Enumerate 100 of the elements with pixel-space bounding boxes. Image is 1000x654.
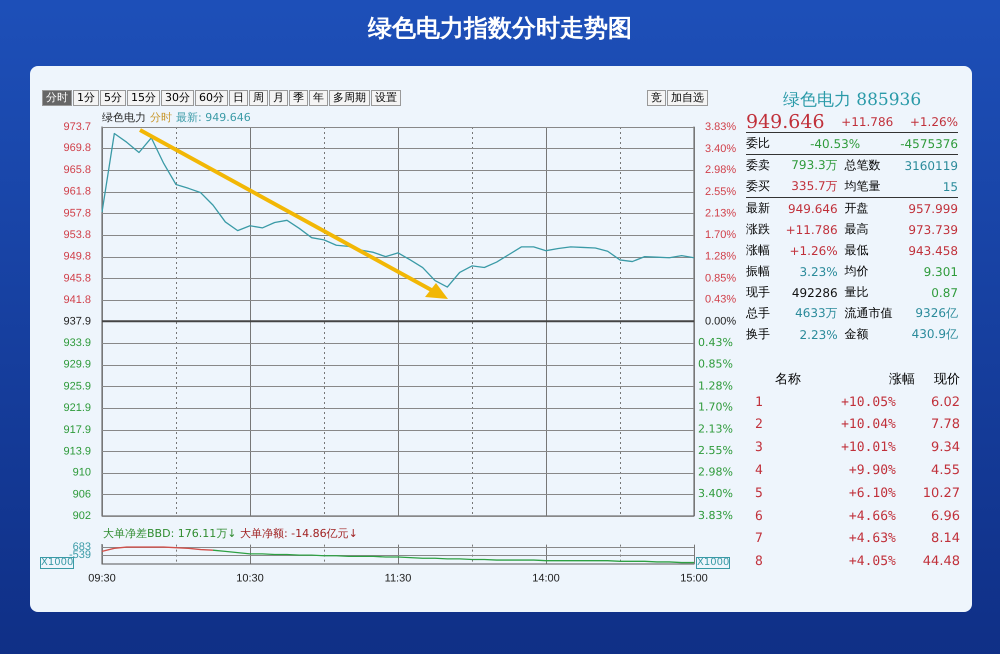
y2-tick-label: 0.85%	[705, 272, 736, 284]
chart-title: 绿色电力指数分时走势图	[366, 13, 633, 44]
text: 973.739	[907, 222, 958, 236]
text: 委卖	[746, 157, 771, 174]
text: 现手	[746, 284, 771, 301]
text: 设置	[371, 90, 401, 106]
text: 大单净额: -14.86亿元↓	[240, 527, 358, 540]
y-tick-label: 913.9	[63, 445, 91, 458]
y-tick-label: 902	[72, 510, 91, 522]
text: +11.786	[784, 222, 838, 236]
y3-tick-label: 1.28%	[698, 379, 733, 392]
text: 7.78	[930, 417, 960, 432]
text: 最低	[843, 242, 870, 259]
text: 60分	[195, 90, 228, 106]
text: 量比	[843, 284, 870, 301]
text: 名称	[775, 371, 802, 388]
text: 3160119	[904, 158, 958, 172]
y-tick-label: 957.8	[63, 207, 91, 220]
text: 均价	[843, 263, 870, 280]
y-tick-label: 961.8	[63, 186, 91, 198]
text: 430.9亿	[910, 326, 958, 343]
text: X1000	[40, 557, 74, 569]
text: 涨幅	[888, 371, 915, 388]
text: 周	[249, 90, 268, 106]
text: 总笔数	[843, 157, 882, 174]
y2-tick-label: 2.13%	[705, 207, 736, 220]
text: 10.27	[922, 486, 960, 501]
y2-tick-label: 1.70%	[705, 229, 736, 242]
y-tick-label: 917.9	[63, 424, 91, 436]
text: 委比	[746, 135, 770, 152]
text: 9326亿	[914, 305, 958, 322]
text: 总手	[746, 305, 771, 322]
y2-tick-label: 2.98%	[705, 164, 736, 176]
x-tick-label: 10:30	[236, 572, 264, 584]
text: -4575376	[900, 136, 958, 150]
text: 957.999	[907, 202, 958, 216]
text: 振幅	[746, 263, 771, 280]
text: 5分	[100, 90, 126, 106]
text: 8 +4.05%	[755, 554, 896, 570]
text: 30分	[161, 90, 194, 106]
y-tick-label: 953.8	[63, 228, 91, 241]
text: 流通市值	[843, 305, 894, 322]
text: 竞	[647, 90, 666, 106]
text: 3.23%	[798, 264, 838, 278]
text: 6 +4.66%	[755, 508, 896, 524]
text: 最新: 949.646	[176, 111, 251, 124]
text: 0.87	[930, 286, 958, 300]
text: 1分	[73, 90, 99, 106]
x-tick-label: 15:00	[680, 572, 708, 584]
text: 9.34	[930, 440, 960, 456]
text: 大单净差BBD: 176.11万↓	[103, 527, 236, 540]
text: 44.48	[922, 554, 960, 570]
text: 最高	[843, 221, 870, 238]
text: 绿色电力 885936	[782, 89, 922, 111]
y-tick-label: 925.9	[63, 380, 91, 392]
text: 分时	[42, 90, 72, 106]
text: 日	[229, 90, 248, 106]
y3-tick-label: 2.13%	[698, 422, 733, 436]
y-tick-label: 945.8	[63, 272, 91, 284]
text: -40.53%	[810, 136, 860, 150]
x-tick-label: 11:30	[384, 572, 412, 584]
text: 949.646	[746, 110, 825, 132]
y2-tick-label: 3.40%	[705, 142, 736, 155]
text: 金额	[843, 326, 870, 343]
text: 3 +10.01%	[755, 440, 896, 456]
text: 换手	[746, 326, 771, 343]
y3-tick-label: 2.55%	[698, 444, 733, 457]
x-tick-label: 09:30	[88, 572, 116, 584]
y-tick-label: 949.8	[63, 250, 91, 263]
text: X1000	[696, 557, 730, 569]
y3-tick-label: 0.43%	[698, 336, 733, 350]
text: 8.14	[930, 531, 960, 546]
y-tick-label: 941.8	[63, 294, 91, 306]
y-tick-label: 929.9	[63, 358, 91, 371]
y2-tick-label: 0.43%	[705, 294, 736, 306]
text: 15	[942, 180, 958, 194]
y-tick-label: 933.9	[63, 336, 91, 349]
y-tick-label: 973.7	[63, 121, 91, 134]
text: 4633万	[794, 305, 838, 322]
y-tick-label: 910	[72, 466, 91, 479]
text: 最新	[746, 200, 771, 217]
text: 开盘	[843, 200, 870, 217]
y3-tick-label: 3.40%	[698, 487, 733, 500]
text: 7 +4.63%	[755, 531, 896, 546]
text: 涨幅	[746, 242, 771, 259]
text: 15分	[127, 90, 160, 106]
text: 5 +6.10%	[755, 486, 896, 501]
text: 多周期	[329, 90, 370, 106]
y2-tick-label: 2.55%	[705, 186, 736, 198]
text: 2 +10.04%	[755, 417, 896, 432]
y3-tick-label: 1.70%	[698, 400, 733, 414]
text: 均笔量	[843, 178, 882, 195]
text: 793.3万	[790, 157, 838, 174]
text: +11.786	[841, 114, 894, 128]
text: +1.26%	[788, 244, 838, 258]
x-tick-label: 14:00	[532, 572, 560, 584]
text: 1 +10.05%	[755, 394, 896, 410]
y2-tick-label: 3.83%	[705, 121, 736, 134]
text: 943.458	[907, 244, 958, 258]
text: 949.646	[787, 202, 838, 216]
